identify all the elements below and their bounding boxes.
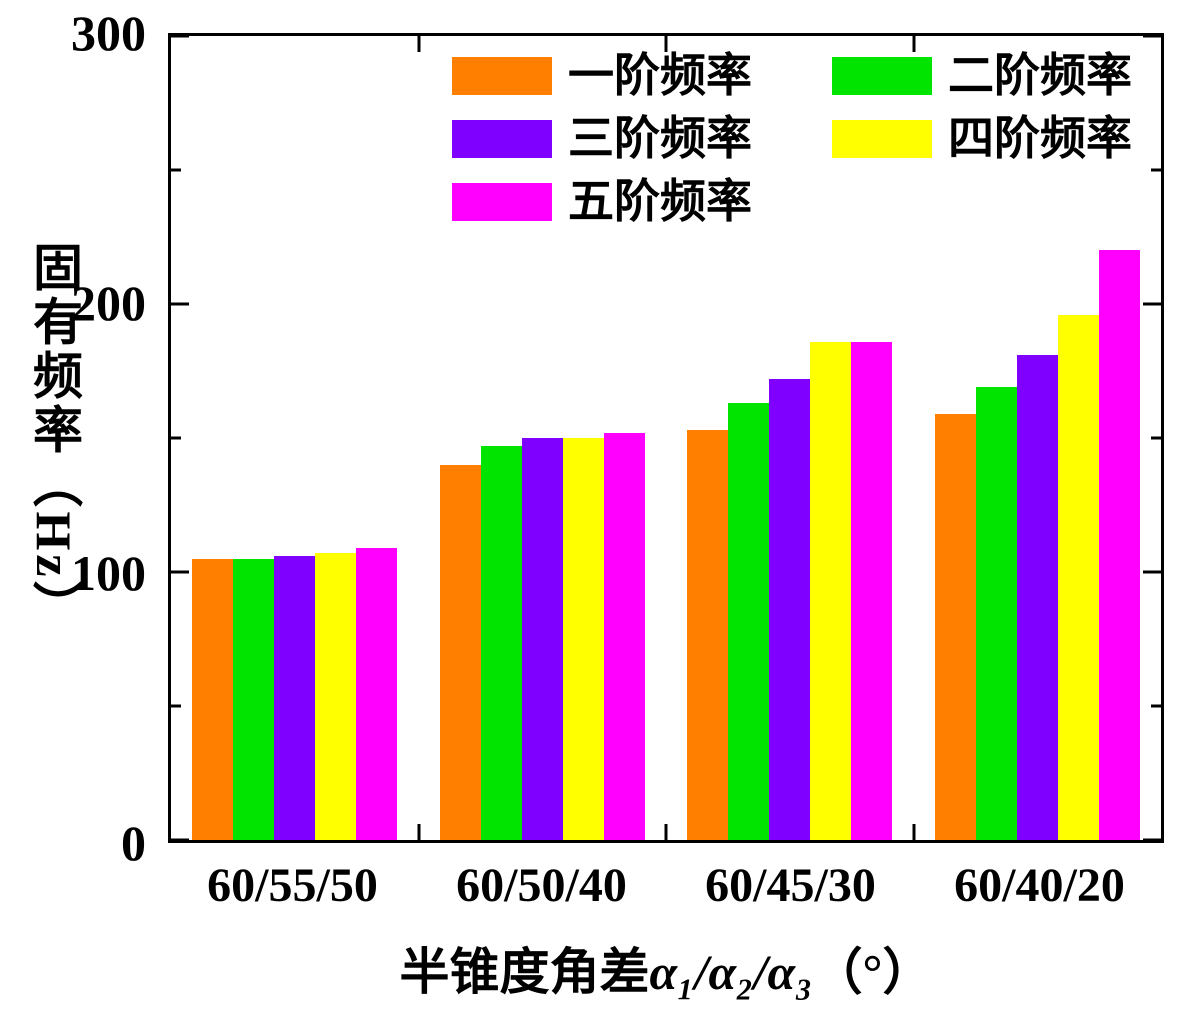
y-tick-labels: 0 100 200 300 — [0, 0, 156, 1026]
x-tick-label: 60/50/40 — [456, 859, 627, 912]
y-tick-left — [171, 34, 189, 38]
y-tick-left — [171, 302, 189, 306]
y-tick-right — [1151, 704, 1161, 708]
x-tick-bottom — [912, 824, 915, 840]
x-tick-label: 60/55/50 — [207, 859, 378, 912]
legend-item-5: 五阶频率 — [452, 176, 752, 229]
bar-series5-60/40/20 — [1098, 250, 1140, 840]
bar-series1-60/50/40 — [439, 464, 481, 840]
y-tick-label: 100 — [71, 545, 146, 601]
bar-series2-60/45/30 — [728, 403, 770, 840]
y-tick-right — [1143, 302, 1161, 306]
bar-series3-60/40/20 — [1016, 354, 1058, 840]
x-axis-title-prefix: 半锥度角差 — [399, 944, 650, 1000]
legend-swatch-2 — [832, 57, 932, 96]
y-tick-left — [171, 838, 189, 842]
bar-group-60/50/40 — [419, 36, 667, 840]
legend: 一阶频率 二阶频率三阶频率 四阶频率五阶频率 — [452, 50, 1132, 229]
x-tick-label: 60/40/20 — [954, 859, 1125, 912]
x-tick-labels: 60/55/50 60/50/40 60/45/30 60/40/20 — [168, 859, 1164, 920]
y-tick-left — [171, 436, 181, 440]
x-axis-title-alphas: α₁/α₂/α₃ — [649, 944, 813, 1000]
x-tick-top — [912, 36, 915, 52]
y-tick-left — [171, 168, 181, 172]
legend-label-5: 五阶频率 — [568, 175, 752, 227]
y-tick-right — [1143, 570, 1161, 574]
legend-label-4: 四阶频率 — [948, 112, 1132, 164]
bar-series3-60/50/40 — [521, 438, 563, 840]
legend-label-1: 一阶频率 — [568, 50, 752, 101]
x-tick-label: 60/45/30 — [705, 859, 876, 912]
legend-item-4: 四阶频率 — [832, 113, 1132, 166]
bar-group-60/45/30 — [666, 36, 914, 840]
bar-series3-60/45/30 — [769, 379, 811, 840]
bar-series2-60/55/50 — [233, 558, 275, 840]
bar-series5-60/45/30 — [851, 341, 893, 840]
y-tick-right — [1143, 34, 1161, 38]
bar-series1-60/45/30 — [687, 429, 729, 840]
bar-group-60/40/20 — [914, 36, 1162, 840]
y-tick-left — [171, 570, 189, 574]
legend-label-3: 三阶频率 — [568, 112, 752, 164]
bar-series2-60/40/20 — [975, 387, 1017, 840]
legend-swatch-1 — [452, 57, 552, 96]
bar-group-60/55/50 — [171, 36, 419, 840]
y-tick-label: 200 — [71, 275, 146, 331]
legend-label-2: 二阶频率 — [948, 50, 1132, 101]
y-tick-right — [1151, 436, 1161, 440]
x-axis-title: 半锥度角差α₁/α₂/α₃（°） — [168, 932, 1164, 1004]
bar-series4-60/40/20 — [1057, 314, 1099, 840]
bar-series4-60/45/30 — [810, 341, 852, 840]
y-tick-left — [171, 704, 181, 708]
legend-swatch-5 — [452, 183, 552, 222]
y-tick-right — [1151, 168, 1161, 172]
legend-item-1: 一阶频率 — [452, 50, 752, 103]
y-tick-label: 0 — [121, 815, 146, 871]
bar-series3-60/55/50 — [274, 555, 316, 840]
y-axis-title: 固有频率（Hz） — [26, 241, 82, 635]
x-tick-top — [664, 36, 668, 52]
legend-item-2: 二阶频率 — [832, 50, 1132, 103]
x-tick-bottom — [664, 824, 668, 840]
y-tick-label: 300 — [71, 5, 146, 61]
legend-swatch-3 — [452, 120, 552, 159]
plot-area — [168, 33, 1164, 843]
x-tick-bottom — [417, 824, 420, 840]
x-tick-top — [417, 36, 420, 52]
bar-series2-60/50/40 — [480, 446, 522, 840]
bar-series4-60/50/40 — [562, 438, 604, 840]
legend-swatch-4 — [832, 120, 932, 159]
bar-series4-60/55/50 — [315, 553, 357, 840]
y-tick-right — [1143, 838, 1161, 842]
legend-item-3: 三阶频率 — [452, 113, 752, 166]
bar-series5-60/50/40 — [603, 432, 645, 840]
x-axis-title-suffix: （°） — [812, 944, 933, 1000]
bar-series1-60/55/50 — [192, 558, 234, 840]
bar-series1-60/40/20 — [934, 413, 976, 840]
bar-series5-60/55/50 — [356, 547, 398, 840]
